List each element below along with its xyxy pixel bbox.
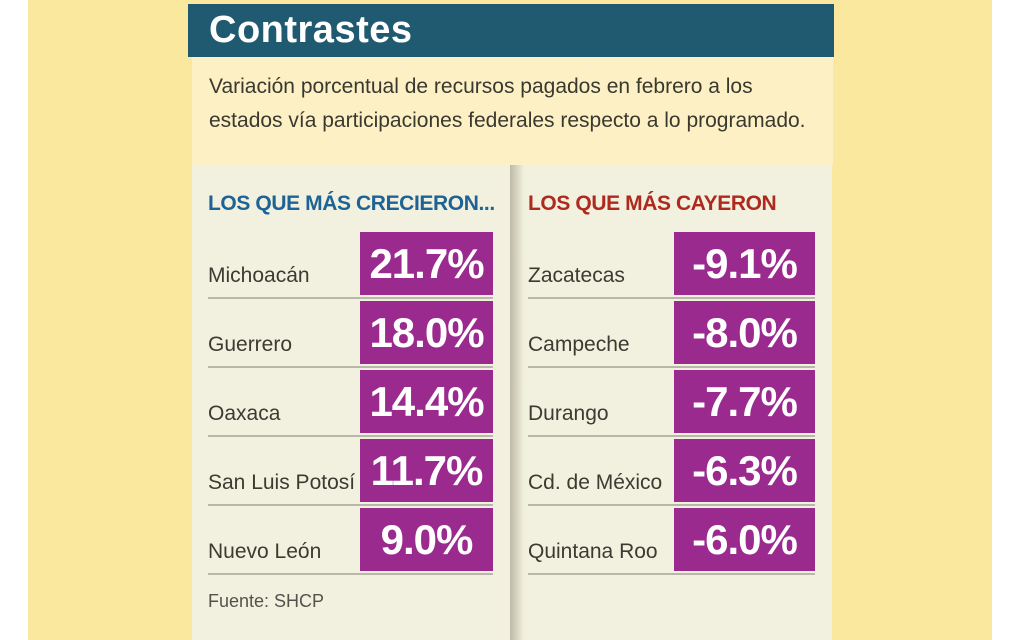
value-badge: -6.3% — [674, 439, 815, 502]
gainers-panel: LOS QUE MÁS CRECIERON... Michoacán 21.7%… — [192, 165, 510, 640]
table-row: Oaxaca 14.4% — [192, 370, 510, 439]
title-bar: Contrastes — [188, 4, 834, 57]
value-badge: -8.0% — [674, 301, 815, 364]
value-badge: -6.0% — [674, 508, 815, 571]
gainers-rows: Michoacán 21.7% Guerrero 18.0% Oaxaca 14… — [192, 232, 510, 577]
state-label: Campeche — [528, 333, 630, 356]
state-label: San Luis Potosí — [208, 471, 356, 494]
row-divider — [528, 297, 815, 299]
row-divider — [528, 504, 815, 506]
row-divider — [208, 297, 493, 299]
table-row: Nuevo León 9.0% — [192, 508, 510, 577]
table-row: Campeche -8.0% — [510, 301, 832, 370]
table-row: Guerrero 18.0% — [192, 301, 510, 370]
value-badge: -7.7% — [674, 370, 815, 433]
value-badge: 18.0% — [360, 301, 493, 364]
value-badge: 14.4% — [360, 370, 493, 433]
table-row: Michoacán 21.7% — [192, 232, 510, 301]
state-label: Michoacán — [208, 264, 310, 287]
source-note: Fuente: SHCP — [208, 591, 325, 611]
state-label: Nuevo León — [208, 540, 322, 563]
losers-rows: Zacatecas -9.1% Campeche -8.0% Durango -… — [510, 232, 832, 577]
table-row: Cd. de México -6.3% — [510, 439, 832, 508]
page-title: Contrastes — [209, 9, 413, 51]
losers-panel: LOS QUE MÁS CAYERON Zacatecas -9.1% Camp… — [510, 165, 832, 640]
state-label: Cd. de México — [528, 471, 663, 494]
state-label: Quintana Roo — [528, 540, 658, 563]
row-divider — [528, 366, 815, 368]
table-row: Durango -7.7% — [510, 370, 832, 439]
value-badge: 21.7% — [360, 232, 493, 295]
state-label: Oaxaca — [208, 402, 281, 425]
gainers-header: LOS QUE MÁS CRECIERON... — [208, 192, 495, 215]
row-divider — [528, 573, 815, 575]
state-label: Zacatecas — [528, 264, 625, 287]
value-badge: -9.1% — [674, 232, 815, 295]
state-label: Durango — [528, 402, 609, 425]
value-badge: 9.0% — [360, 508, 493, 571]
intro-panel: Variación porcentual de recursos pagados… — [192, 57, 833, 165]
subtitle-text: Variación porcentual de recursos pagados… — [209, 75, 806, 132]
losers-header: LOS QUE MÁS CAYERON — [528, 192, 777, 215]
state-label: Guerrero — [208, 333, 293, 356]
row-divider — [528, 435, 815, 437]
table-row: Zacatecas -9.1% — [510, 232, 832, 301]
row-divider — [208, 435, 493, 437]
row-divider — [208, 366, 493, 368]
row-divider — [208, 504, 493, 506]
panel-seam-shadow — [510, 165, 524, 640]
value-badge: 11.7% — [360, 439, 493, 502]
row-divider — [208, 573, 493, 575]
table-row: San Luis Potosí 11.7% — [192, 439, 510, 508]
table-row: Quintana Roo -6.0% — [510, 508, 832, 577]
